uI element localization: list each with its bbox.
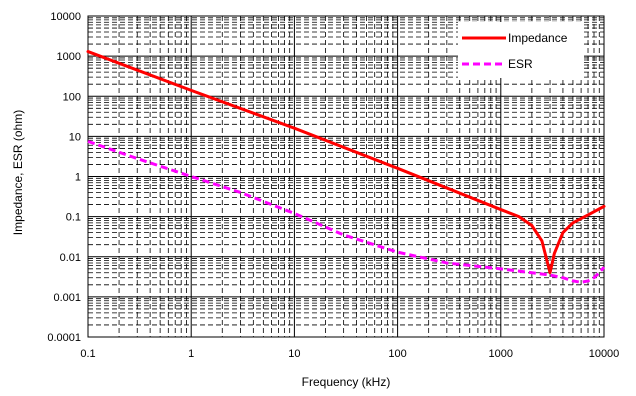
x-tick-labels: 0.1 1 10 100 1000 10000: [80, 348, 619, 360]
x-tick-label: 10000: [589, 348, 620, 360]
grid: [87, 15, 605, 338]
y-tick-label: 1: [75, 172, 81, 184]
legend-label-impedance: Impedance: [508, 31, 568, 45]
series-line-impedance: [86, 50, 606, 275]
y-tick-labels: 0.0001 0.001 0.01 0.1 1 10 100 1000 10000: [47, 11, 81, 344]
y-axis-title: Impedance, ESR (ohm): [11, 110, 25, 235]
y-tick-label: 100: [63, 91, 81, 103]
y-tick-label: 0.01: [60, 252, 81, 264]
y-tick-label: 10000: [50, 11, 81, 23]
y-tick-label: 10: [69, 131, 81, 143]
y-tick-label: 1000: [57, 51, 81, 63]
x-tick-label: 100: [388, 348, 406, 360]
legend-label-esr: ESR: [508, 57, 533, 71]
legend-box: [458, 22, 584, 78]
x-tick-label: 1: [188, 348, 194, 360]
series-line-esr: [87, 139, 606, 284]
legend: Impedance ESR: [458, 22, 584, 78]
y-tick-label: 0.0001: [47, 332, 81, 344]
y-tick-label: 0.001: [53, 292, 81, 304]
y-tick-label: 0.1: [66, 212, 81, 224]
x-tick-label: 10: [288, 348, 300, 360]
series-layer: [86, 50, 606, 284]
x-tick-label: 0.1: [80, 348, 95, 360]
x-tick-label: 1000: [489, 348, 513, 360]
plot-area-border: [87, 15, 605, 338]
x-axis-title: Frequency (kHz): [302, 375, 391, 389]
